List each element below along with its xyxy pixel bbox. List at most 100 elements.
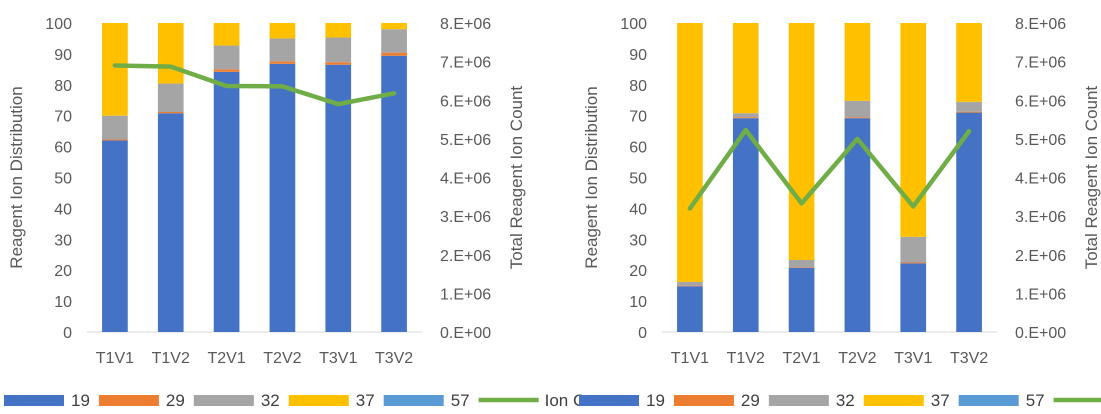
y2-axis-title: Total Reagent Ion Count: [1082, 86, 1101, 270]
bar-32-T3V1: [900, 237, 926, 263]
bar-32-T1V1: [677, 282, 703, 286]
bar-29-T2V1: [789, 267, 815, 268]
x-tick-label: T3V2: [375, 350, 413, 367]
legend-swatch-19: [579, 395, 639, 406]
y-tick-label: 0: [638, 325, 647, 342]
bar-32-T2V1: [214, 46, 240, 70]
y-tick-label: 100: [620, 16, 647, 33]
bar-32-T2V1: [789, 260, 815, 267]
y2-tick-label: 6.E+06: [1015, 93, 1066, 110]
y2-tick-label: 4.E+06: [440, 171, 491, 188]
y-axis-title: Reagent Ion Distribution: [582, 86, 601, 268]
bar-37-T1V2: [733, 23, 759, 113]
bar-32-T1V2: [733, 113, 759, 117]
y2-tick-label: 1.E+06: [1015, 286, 1066, 303]
y-tick-label: 60: [629, 140, 647, 157]
bar-29-T1V1: [677, 286, 703, 287]
y-tick-label: 30: [629, 232, 647, 249]
bar-37-T3V2: [956, 23, 982, 102]
legend-label-57: 57: [451, 391, 470, 410]
x-tick-label: T1V2: [152, 350, 190, 367]
x-tick-label: T3V1: [894, 350, 932, 367]
y-tick-label: 20: [54, 263, 72, 280]
x-tick-label: T2V1: [207, 350, 245, 367]
bar-29-T2V2: [270, 61, 296, 63]
bar-37-T1V1: [677, 23, 703, 282]
y-tick-label: 90: [54, 47, 72, 64]
legend-swatch-37: [864, 395, 924, 406]
legend-swatch-32: [194, 395, 254, 406]
bar-19-T1V1: [677, 286, 703, 332]
y2-tick-label: 1.E+06: [440, 286, 491, 303]
y2-tick-label: 7.E+06: [440, 55, 491, 72]
bar-29-T1V2: [158, 112, 184, 113]
legend: 1929323757Ion Count: [4, 391, 619, 410]
bar-32-T3V1: [325, 38, 351, 63]
y-tick-label: 20: [629, 263, 647, 280]
y-tick-label: 90: [629, 47, 647, 64]
y-tick-label: 100: [45, 16, 72, 33]
y2-tick-label: 8.E+06: [440, 16, 491, 33]
y-tick-label: 10: [629, 294, 647, 311]
bar-37-T2V1: [214, 23, 240, 46]
y2-tick-label: 0.E+00: [440, 325, 491, 342]
y2-tick-label: 8.E+06: [1015, 16, 1066, 33]
y-tick-label: 70: [629, 109, 647, 126]
x-tick-label: T1V1: [96, 350, 134, 367]
ion-count-line: [690, 130, 969, 208]
y2-tick-label: 5.E+06: [1015, 132, 1066, 149]
bar-32-T3V2: [956, 102, 982, 112]
bar-37-T2V2: [845, 23, 871, 101]
bar-19-T2V1: [789, 268, 815, 332]
y2-tick-label: 2.E+06: [1015, 248, 1066, 265]
legend-label-29: 29: [166, 391, 185, 410]
bar-19-T2V1: [214, 72, 240, 332]
bar-32-T2V2: [845, 101, 871, 117]
bar-37-T3V2: [381, 23, 407, 29]
y-tick-label: 80: [629, 78, 647, 95]
bar-37-T2V2: [270, 23, 296, 38]
y-tick-label: 10: [54, 294, 72, 311]
x-tick-label: T1V2: [727, 350, 765, 367]
bar-32-T1V1: [102, 116, 128, 140]
bar-29-T1V2: [733, 117, 759, 118]
y2-tick-label: 2.E+06: [440, 248, 491, 265]
y-tick-label: 80: [54, 78, 72, 95]
chart-left: 0 10 20 30 40 50 60 70 80 90 100 0.E+00 1.E+06 2.E+06…: [4, 16, 619, 410]
y2-tick-label: 5.E+06: [440, 132, 491, 149]
legend-swatch-29: [674, 395, 734, 406]
bar-37-T2V1: [789, 23, 815, 260]
bar-29-T3V2: [956, 112, 982, 113]
x-tick-label: T2V2: [263, 350, 301, 367]
legend-swatch-57: [384, 395, 444, 406]
legend-label-29: 29: [741, 391, 760, 410]
bar-29-T3V2: [381, 53, 407, 56]
legend-swatch-32: [769, 395, 829, 406]
y2-tick-label: 6.E+06: [440, 93, 491, 110]
bar-19-T1V2: [158, 113, 184, 332]
bar-32-T3V2: [381, 29, 407, 52]
bar-29-T3V1: [325, 62, 351, 64]
bar-19-T1V1: [102, 140, 128, 332]
bar-29-T1V1: [102, 139, 128, 140]
legend-label-32: 32: [261, 391, 280, 410]
y-tick-label: 30: [54, 232, 72, 249]
bar-37-T3V1: [325, 23, 351, 38]
legend-swatch-57: [959, 395, 1019, 406]
legend-label-32: 32: [836, 391, 855, 410]
x-tick-label: T3V1: [319, 350, 357, 367]
bar-19-T2V2: [270, 64, 296, 332]
legend-label-19: 19: [646, 391, 665, 410]
bar-19-T3V1: [900, 263, 926, 332]
y-tick-label: 40: [54, 201, 72, 218]
y2-tick-label: 4.E+06: [1015, 171, 1066, 188]
y-tick-label: 60: [54, 140, 72, 157]
y2-axis-title: Total Reagent Ion Count: [507, 86, 526, 270]
legend-swatch-29: [99, 395, 159, 406]
legend-label-57: 57: [1026, 391, 1045, 410]
ion-count-line: [115, 65, 394, 104]
y-tick-label: 70: [54, 109, 72, 126]
y-tick-label: 50: [629, 171, 647, 188]
